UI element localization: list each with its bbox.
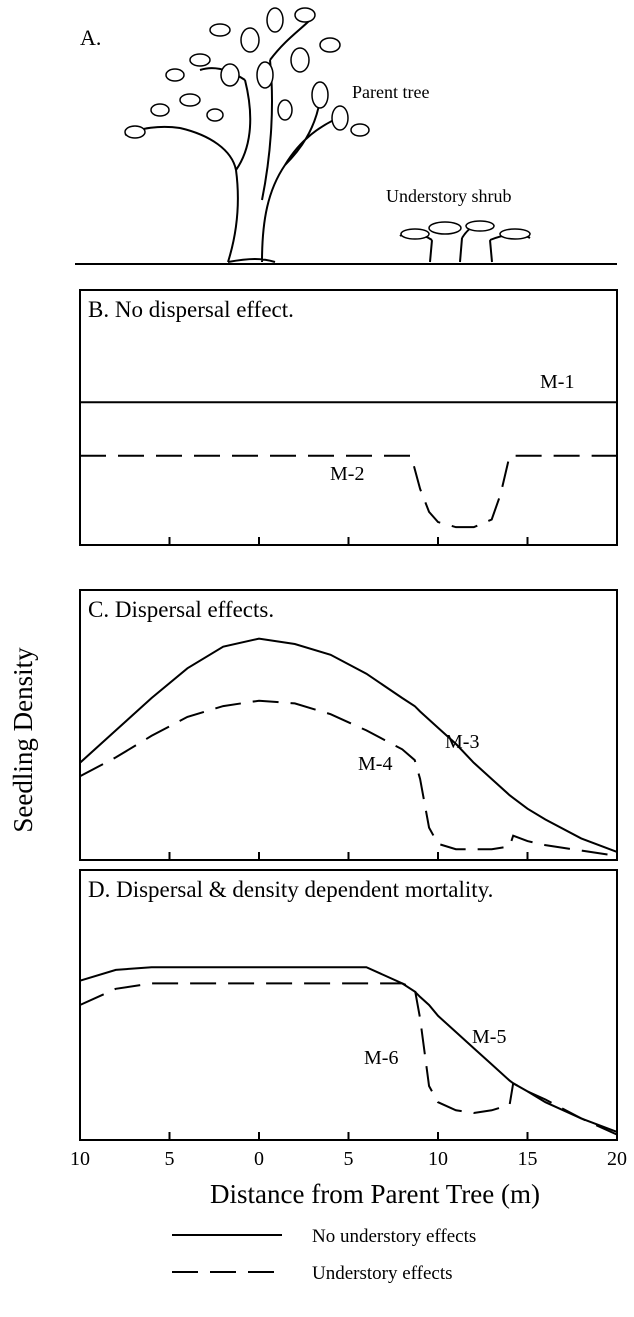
y-axis-label: Seedling Density [8,647,38,833]
panel-title: B. No dispersal effect. [88,297,294,322]
series-line [80,454,617,529]
series-line [79,982,618,1136]
series-label: M-6 [364,1047,398,1069]
x-tick-label: 10 [70,1148,90,1170]
series-line [79,699,618,857]
series-label: M-4 [358,753,392,775]
panel-a-drawing: A. Parent tree Understory shrub [75,7,617,265]
x-tick-label: 5 [165,1148,175,1170]
panel-frame [79,589,618,861]
tree-label: Parent tree [352,82,429,102]
series-label: M-2 [330,463,364,485]
x-tick-label: 0 [254,1148,264,1170]
shrub-label: Understory shrub [386,186,511,206]
x-tick-label: 15 [518,1148,538,1170]
legend-label: Understory effects [312,1263,453,1284]
x-tick-label: 5 [344,1148,354,1170]
x-tick-label: 10 [428,1148,448,1170]
panel-title: D. Dispersal & density dependent mortali… [88,877,493,902]
panel-frame [79,869,618,1141]
series-label: M-3 [445,731,479,753]
series-label: M-1 [540,371,574,393]
legend-label: No understory effects [312,1226,476,1247]
series-label: M-5 [472,1026,506,1048]
series-line [79,966,618,1133]
panel-title: C. Dispersal effects. [88,597,274,622]
x-tick-label: 20 [607,1148,627,1170]
panel-label: A. [80,25,101,50]
x-axis-label: Distance from Parent Tree (m) [210,1179,540,1209]
series-line [79,637,618,853]
panel-frame [79,289,618,546]
